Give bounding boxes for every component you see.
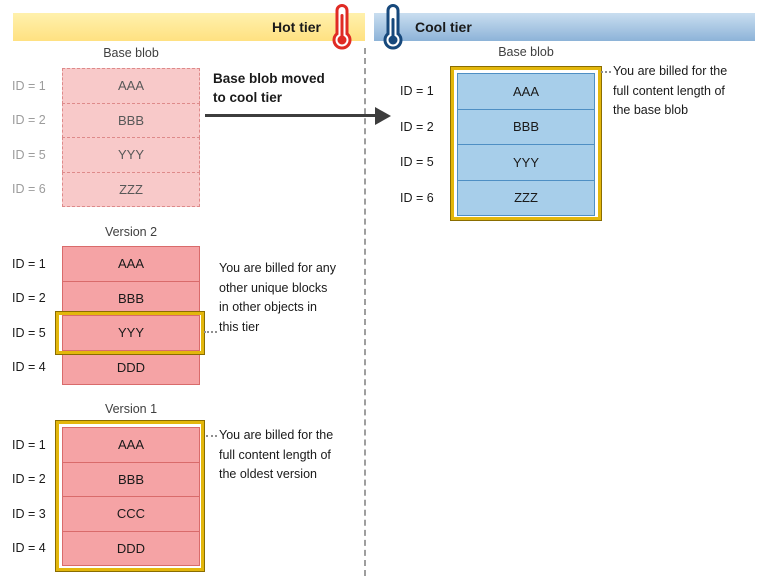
block-cell: AAA [62, 427, 200, 463]
block-id-label: ID = 5 [400, 155, 434, 170]
cool-tier-bar: Cool tier [374, 13, 755, 41]
cool-base-blob-annotation: You are billed for the full content leng… [613, 64, 728, 117]
table-row: ID = 1 AAA [12, 427, 200, 463]
cool-tier-label: Cool tier [415, 19, 472, 35]
block-cell: DDD [62, 349, 200, 385]
block-cell: BBB [457, 108, 595, 145]
version-1-annotation: You are billed for the full content leng… [219, 428, 334, 481]
block-id-label: ID = 4 [12, 541, 46, 556]
table-row: ID = 4 DDD [12, 349, 200, 385]
version-1-title: Version 1 [104, 402, 158, 416]
block-id-label: ID = 4 [12, 360, 46, 375]
block-cell: YYY [457, 144, 595, 181]
table-row: ID = 1 AAA [400, 73, 595, 110]
hot-base-blob-table: ID = 1 AAA ID = 2 BBB ID = 5 YYY ID = 6 … [12, 68, 200, 207]
thermometer-hot-icon [332, 4, 352, 50]
table-row: ID = 2 BBB [400, 108, 595, 145]
block-cell: AAA [62, 246, 200, 282]
block-cell: CCC [62, 496, 200, 532]
block-id-label: ID = 1 [12, 256, 46, 271]
block-cell: DDD [62, 530, 200, 566]
block-id-label: ID = 1 [12, 437, 46, 452]
tier-divider-dashed-line [364, 48, 366, 576]
block-cell: AAA [457, 73, 595, 110]
table-row: ID = 5 YYY [12, 137, 200, 173]
hot-base-blob-title: Base blob [103, 46, 159, 60]
block-cell: AAA [62, 68, 200, 104]
block-id-label: ID = 5 [12, 147, 46, 162]
annotation-connector [204, 331, 217, 333]
thermometer-cool-icon [383, 4, 403, 50]
block-id-label: ID = 5 [12, 325, 46, 340]
block-id-label: ID = 2 [12, 291, 46, 306]
block-id-label: ID = 2 [400, 119, 434, 134]
block-cell: BBB [62, 102, 200, 138]
move-arrow-line [205, 114, 377, 117]
move-arrow-head-icon [375, 107, 391, 125]
block-cell: YYY [62, 137, 200, 173]
block-cell: BBB [62, 461, 200, 497]
table-row: ID = 6 ZZZ [12, 171, 200, 207]
table-row: ID = 2 BBB [12, 102, 200, 138]
table-row: ID = 5 YYY [400, 144, 595, 181]
block-id-label: ID = 3 [12, 506, 46, 521]
block-cell: BBB [62, 280, 200, 316]
block-cell: YYY [62, 315, 200, 351]
table-row: ID = 4 DDD [12, 530, 200, 566]
table-row: ID = 2 BBB [12, 461, 200, 497]
block-id-label: ID = 6 [400, 190, 434, 205]
cool-base-blob-title: Base blob [498, 45, 554, 59]
block-cell: ZZZ [457, 179, 595, 216]
table-row: ID = 3 CCC [12, 496, 200, 532]
version-2-title: Version 2 [104, 225, 158, 239]
version-1-table: ID = 1 AAA ID = 2 BBB ID = 3 CCC ID = 4 … [12, 427, 200, 566]
version-2-annotation: You are billed for any other unique bloc… [219, 261, 336, 334]
table-row: ID = 1 AAA [12, 68, 200, 104]
hot-tier-label: Hot tier [272, 19, 321, 35]
table-row: ID = 1 AAA [12, 246, 200, 282]
block-id-label: ID = 6 [12, 182, 46, 197]
table-row: ID = 5 YYY [12, 315, 200, 351]
annotation-connector [206, 435, 217, 437]
block-id-label: ID = 1 [12, 78, 46, 93]
version-2-table: ID = 1 AAA ID = 2 BBB ID = 5 YYY ID = 4 … [12, 246, 200, 385]
table-row: ID = 2 BBB [12, 280, 200, 316]
block-cell: ZZZ [62, 171, 200, 207]
move-caption: Base blob moved to cool tier [213, 71, 325, 105]
block-id-label: ID = 2 [12, 472, 46, 487]
hot-tier-bar: Hot tier [13, 13, 365, 41]
annotation-connector [601, 71, 611, 73]
block-id-label: ID = 1 [400, 84, 434, 99]
cool-base-blob-table: ID = 1 AAA ID = 2 BBB ID = 5 YYY ID = 6 … [400, 73, 595, 216]
block-id-label: ID = 2 [12, 113, 46, 128]
table-row: ID = 6 ZZZ [400, 179, 595, 216]
